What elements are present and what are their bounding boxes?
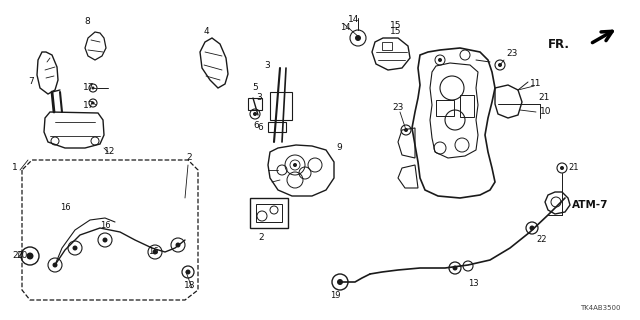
Text: 17: 17 — [83, 100, 95, 109]
Text: 20: 20 — [16, 252, 28, 260]
Text: TK4AB3500: TK4AB3500 — [580, 305, 621, 311]
Circle shape — [404, 128, 408, 132]
Text: 10: 10 — [540, 108, 552, 116]
Text: 15: 15 — [390, 21, 401, 30]
Text: 8: 8 — [84, 18, 90, 27]
Bar — [436, 100, 454, 116]
Circle shape — [355, 35, 361, 41]
Circle shape — [175, 243, 180, 247]
Text: 5: 5 — [252, 84, 258, 92]
Text: 23: 23 — [506, 50, 517, 59]
Circle shape — [337, 279, 343, 285]
Text: 16: 16 — [100, 221, 111, 230]
Text: 21: 21 — [538, 93, 549, 102]
Text: 3: 3 — [256, 93, 262, 102]
Circle shape — [92, 101, 95, 105]
Text: 6: 6 — [257, 124, 263, 132]
Text: 17: 17 — [83, 84, 95, 92]
Circle shape — [102, 237, 108, 243]
Text: 14: 14 — [340, 23, 351, 33]
Bar — [248, 98, 262, 110]
Text: 16: 16 — [60, 204, 70, 212]
Text: 21: 21 — [568, 164, 579, 172]
Text: 14: 14 — [348, 15, 360, 25]
Circle shape — [253, 112, 257, 116]
Bar — [460, 95, 474, 117]
Text: FR.: FR. — [548, 37, 570, 51]
Circle shape — [186, 269, 191, 275]
Text: 2: 2 — [186, 154, 191, 163]
Text: 23: 23 — [392, 103, 403, 113]
Bar — [256, 204, 282, 222]
Text: 4: 4 — [204, 28, 210, 36]
Circle shape — [452, 266, 458, 270]
Bar — [268, 122, 286, 132]
Text: 22: 22 — [536, 236, 547, 244]
Circle shape — [560, 166, 564, 170]
Text: 1: 1 — [12, 164, 18, 172]
Text: 3: 3 — [264, 60, 269, 69]
Circle shape — [92, 86, 95, 90]
Circle shape — [529, 226, 534, 230]
Circle shape — [152, 250, 157, 254]
Circle shape — [498, 63, 502, 67]
Circle shape — [293, 163, 297, 167]
Text: 6: 6 — [253, 122, 259, 131]
Text: 12: 12 — [104, 148, 115, 156]
Text: 19: 19 — [330, 292, 340, 300]
Circle shape — [72, 245, 77, 251]
Text: 13: 13 — [468, 279, 479, 289]
Circle shape — [438, 58, 442, 62]
Bar — [382, 42, 392, 50]
Circle shape — [26, 252, 33, 260]
Text: 9: 9 — [336, 143, 342, 153]
Bar — [250, 198, 288, 228]
Text: 11: 11 — [530, 79, 541, 89]
Text: 7: 7 — [28, 77, 34, 86]
Text: ATM-7: ATM-7 — [572, 200, 609, 210]
Text: 15: 15 — [390, 28, 401, 36]
Text: 2: 2 — [258, 234, 264, 243]
Circle shape — [52, 262, 58, 268]
Text: 16: 16 — [148, 247, 159, 257]
Text: 18: 18 — [184, 282, 195, 291]
Bar — [270, 92, 292, 120]
Text: 20: 20 — [12, 252, 24, 260]
